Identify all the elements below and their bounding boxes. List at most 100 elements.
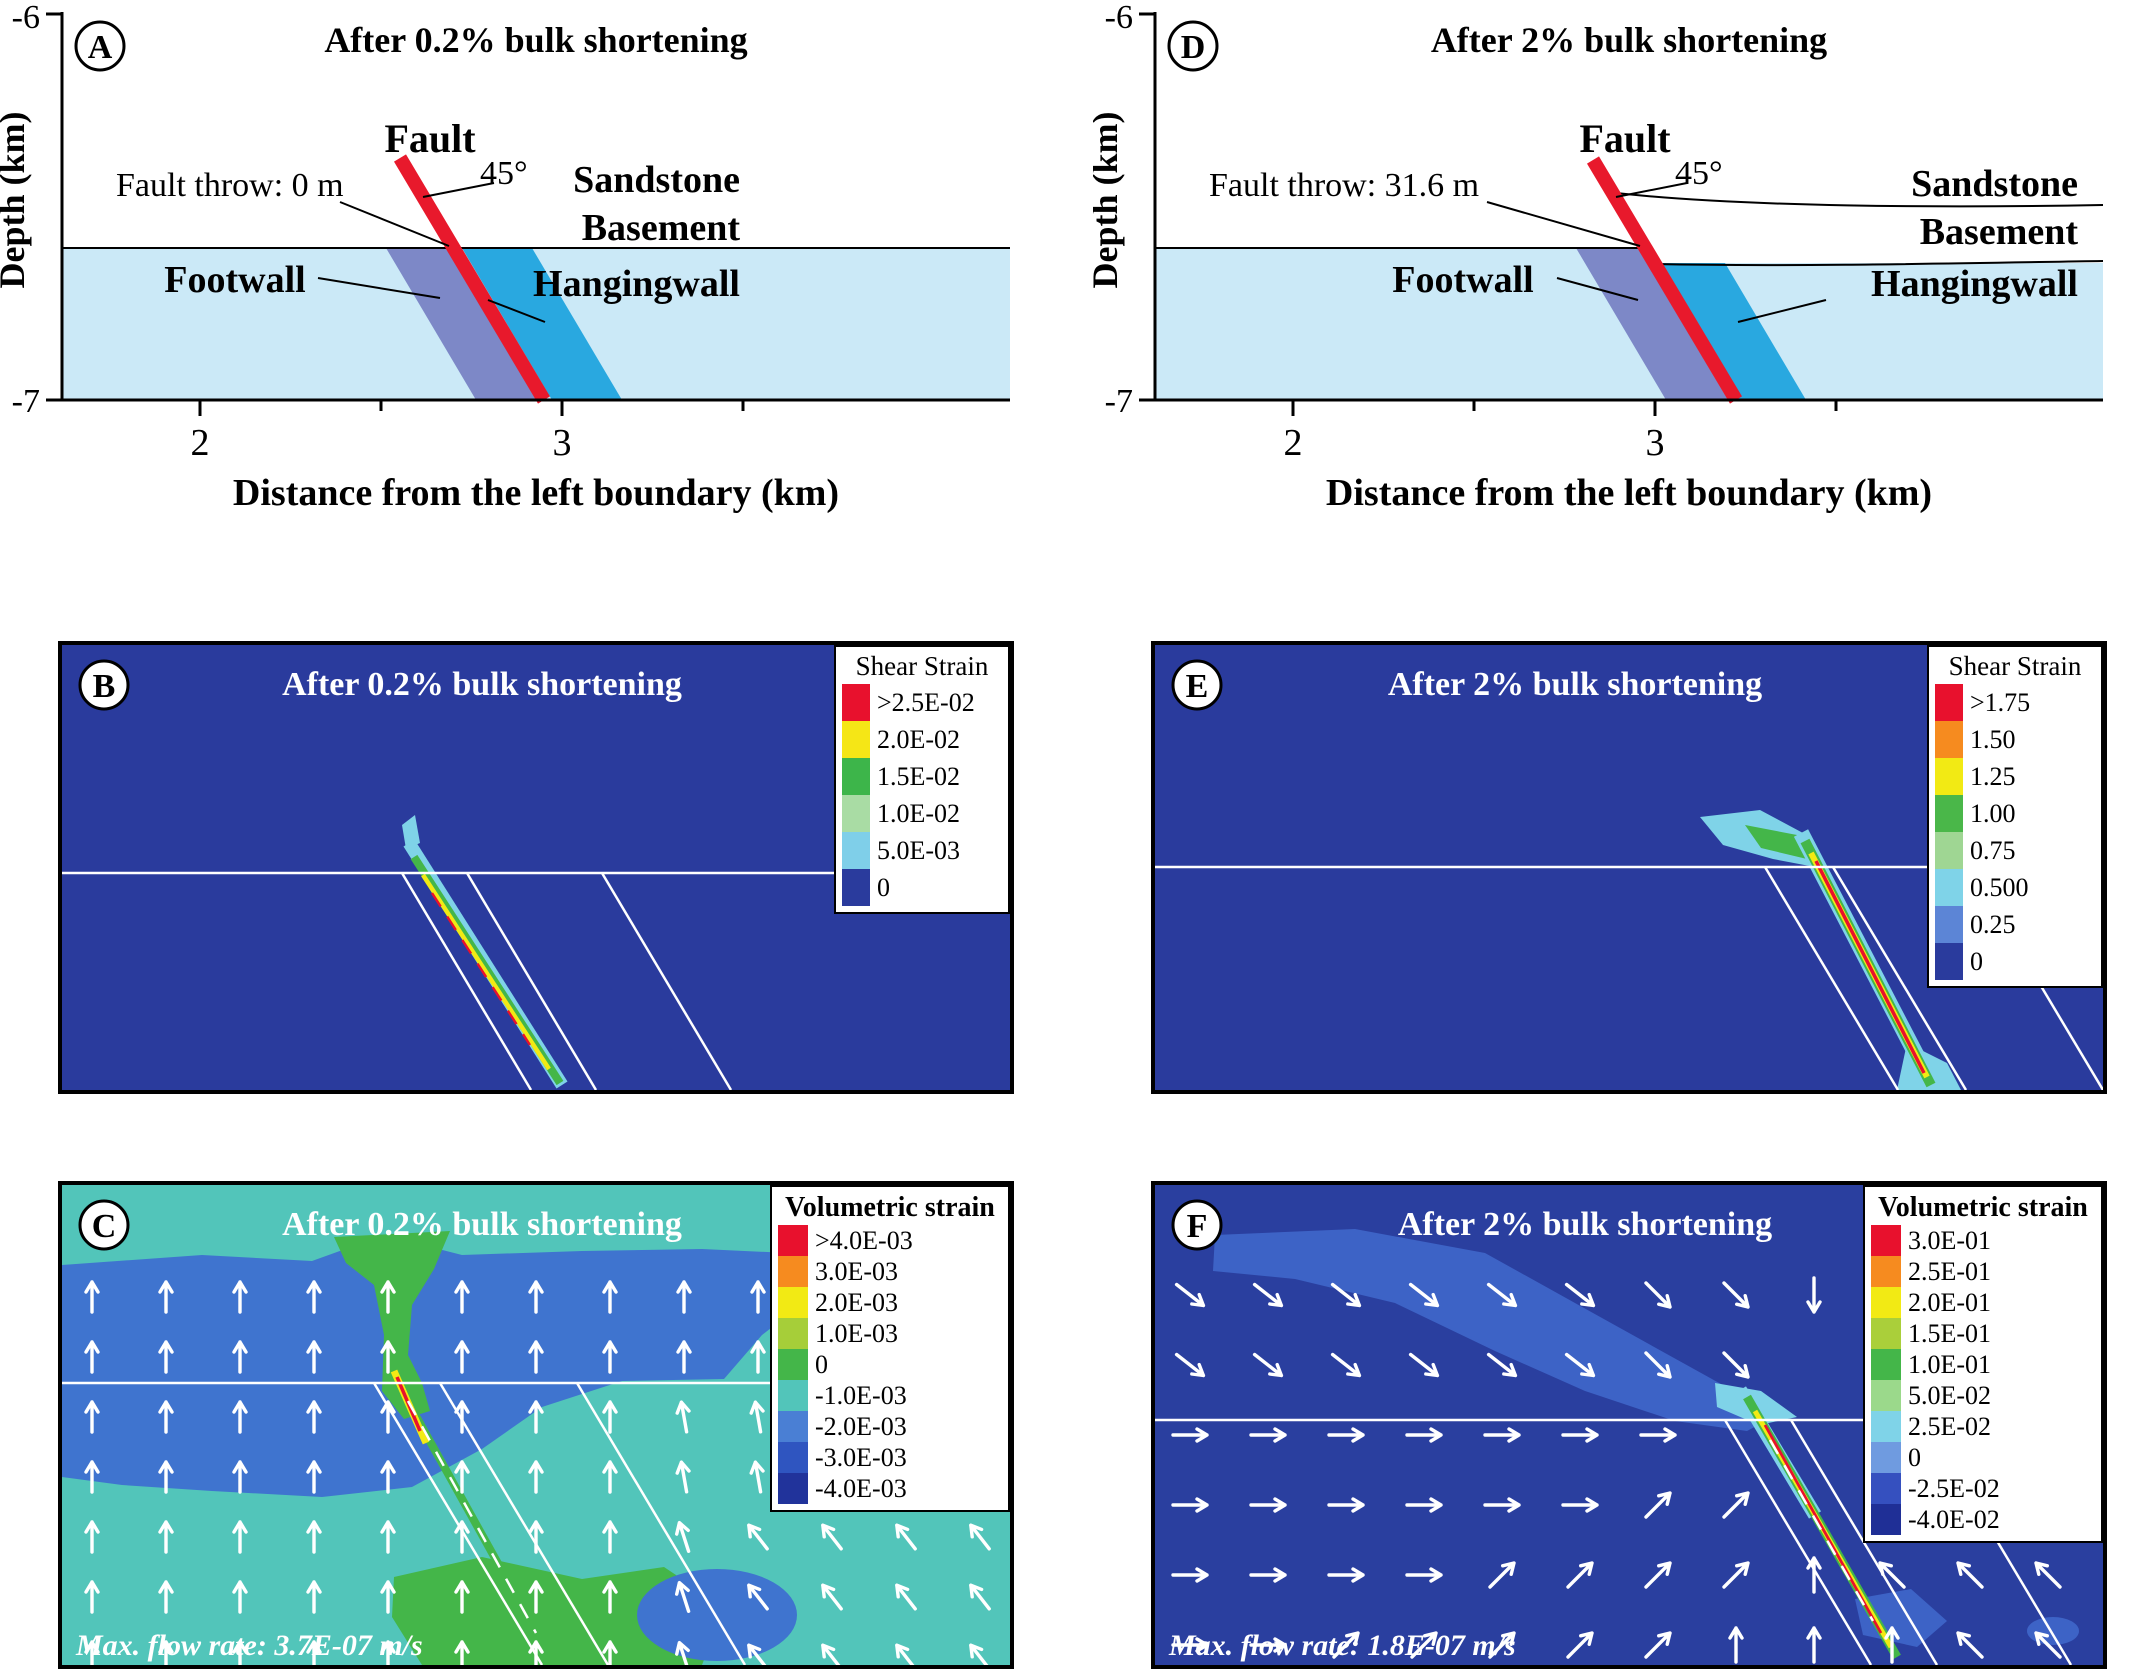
legend-label: >4.0E-03: [815, 1225, 913, 1255]
fault-zone-outline-2: [465, 872, 598, 1090]
footwall-leader: [1556, 277, 1639, 301]
legend-row: 1.0E-01: [1871, 1349, 2095, 1380]
sandstone-label: Sandstone: [1911, 163, 2078, 205]
y-axis-label: Depth (km): [1093, 112, 1125, 289]
panel-tag-circle: [74, 20, 126, 72]
legend-row: -4.0E-03: [778, 1473, 1002, 1504]
legend-title: Shear Strain: [1948, 651, 2082, 681]
legend-row: 5.0E-03: [842, 831, 1002, 869]
legend-label: 1.00: [1970, 798, 2016, 828]
dilation-blue-blob: [637, 1569, 797, 1661]
panel-a-axes: -6 -7 Depth (km) 2 3 Distance from the l…: [0, 0, 1010, 514]
fault-zone-outline-2: [1831, 866, 1968, 1090]
legend-label: 1.25: [1970, 761, 2016, 791]
panel-f: F After 2% bulk shortening Max. flow rat…: [1151, 1181, 2107, 1669]
fault-throw-leader: [1486, 201, 1641, 247]
basement-contact-right: [1653, 260, 2104, 267]
fault-zone-outline-3: [575, 1382, 747, 1665]
legend-swatch: [1935, 942, 1963, 980]
legend-row: 1.0E-03: [778, 1318, 1002, 1349]
legend-label: 1.50: [1970, 724, 2016, 754]
legend-swatch: [778, 1287, 808, 1318]
legend-label: 1.0E-01: [1908, 1349, 1992, 1379]
legend-row: 2.0E-01: [1871, 1287, 2095, 1318]
footwall-band: [1576, 248, 1728, 400]
panel-tag-circle: [78, 659, 130, 711]
legend-items: >4.0E-03 3.0E-03 2.0E-03 1.0E-03: [778, 1225, 1002, 1504]
dilation-swath: [1213, 1229, 1777, 1431]
flow-arrows: [1171, 1276, 2062, 1664]
footwall-label: Footwall: [164, 259, 305, 301]
legend-label: 3.0E-01: [1908, 1225, 1992, 1255]
legend-row: >2.5E-02: [842, 683, 1002, 721]
legend-label: 2.5E-02: [1908, 1411, 1992, 1441]
y-axis-label: Depth (km): [0, 112, 32, 289]
legend-label: 1.0E-02: [877, 798, 961, 828]
legend-row: 1.0E-02: [842, 794, 1002, 832]
legend-label: 0.75: [1970, 835, 2016, 865]
strain-band-red: [430, 892, 532, 1046]
sandstone-label: Sandstone: [573, 159, 740, 201]
legend-label: 3.0E-03: [815, 1256, 899, 1286]
fault-trace-dashed: [406, 1400, 538, 1634]
panel-title: After 2% bulk shortening: [1431, 20, 1827, 60]
legend-swatch: [1935, 905, 1963, 943]
legend-row: >1.75: [1935, 683, 2095, 721]
legend-title: Shear Strain: [855, 651, 989, 681]
fault-zone-outline-1: [1723, 1419, 1873, 1665]
legend-row: 1.00: [1935, 794, 2095, 832]
fault-label: Fault: [384, 116, 476, 161]
legend-row: 3.0E-01: [1871, 1225, 2095, 1256]
legend-row: 3.0E-03: [778, 1256, 1002, 1287]
legend-row: 0.75: [1935, 831, 2095, 869]
legend-label: >1.75: [1970, 687, 2031, 717]
panel-c-plot: C After 0.2% bulk shortening Max. flow r…: [62, 1185, 1010, 1665]
legend-swatch: [1871, 1225, 1901, 1256]
legend-swatch: [1935, 757, 1963, 795]
flow-arrows: [84, 1280, 991, 1665]
legend-swatch: [842, 683, 870, 721]
legend-label: 0: [1908, 1442, 1921, 1472]
fault-angle-label: 45°: [480, 155, 528, 192]
dilation-green-mass: [392, 1557, 724, 1665]
legend-row: 1.5E-01: [1871, 1318, 2095, 1349]
legend-label: -4.0E-02: [1908, 1504, 2000, 1534]
panel-tag: B: [93, 668, 116, 705]
fault-label: Fault: [1579, 116, 1671, 161]
legend-label: -4.0E-03: [815, 1473, 907, 1503]
legend-swatch: [842, 757, 870, 795]
fault-zone-outline-3: [600, 872, 733, 1090]
shear-strain-legend: Shear Strain >1.75 1.50 1.25: [1927, 645, 2103, 988]
y-tick-top: -6: [12, 0, 40, 36]
y-tick-top: -6: [1105, 0, 1133, 36]
legend-row: 2.0E-02: [842, 720, 1002, 758]
legend-swatch: [1871, 1442, 1901, 1473]
dilation-blob-small: [2027, 1617, 2079, 1645]
panel-title: After 0.2% bulk shortening: [282, 1206, 682, 1243]
legend-row: >4.0E-03: [778, 1225, 1002, 1256]
fault-throw-leader: [339, 201, 450, 247]
panel-d-cross-section: [1155, 156, 2104, 404]
legend-swatch: [1871, 1411, 1901, 1442]
legend-label: 0: [815, 1349, 828, 1379]
panel-tag-circle: [1171, 659, 1223, 711]
panel-title: After 2% bulk shortening: [1388, 666, 1762, 703]
legend-label: 0: [877, 872, 890, 902]
legend-row: 5.0E-02: [1871, 1380, 2095, 1411]
legend-row: -2.5E-02: [1871, 1473, 2095, 1504]
strain-band-red: [1814, 860, 1926, 1074]
x-axis-label: Distance from the left boundary (km): [233, 472, 839, 514]
legend-swatch: [1871, 1473, 1901, 1504]
legend-label: 5.0E-03: [877, 835, 961, 865]
legend-swatch: [778, 1442, 808, 1473]
panel-d-axes: -6 -7 Depth (km) 2 3 Distance from the l…: [1093, 0, 2103, 514]
fault-zone-outline-2: [438, 1382, 610, 1665]
legend-swatch: [1935, 868, 1963, 906]
footwall-band: [386, 248, 538, 400]
deformed-surface-line: [1615, 192, 2104, 208]
max-flow-rate-label: Max. flow rate: 1.8E-07 m/s: [1168, 1629, 1516, 1662]
legend-swatch: [1871, 1380, 1901, 1411]
legend-swatch: [778, 1473, 808, 1504]
legend-swatch: [1871, 1287, 1901, 1318]
panel-d: -6 -7 Depth (km) 2 3 Distance from the l…: [1093, 0, 2104, 514]
